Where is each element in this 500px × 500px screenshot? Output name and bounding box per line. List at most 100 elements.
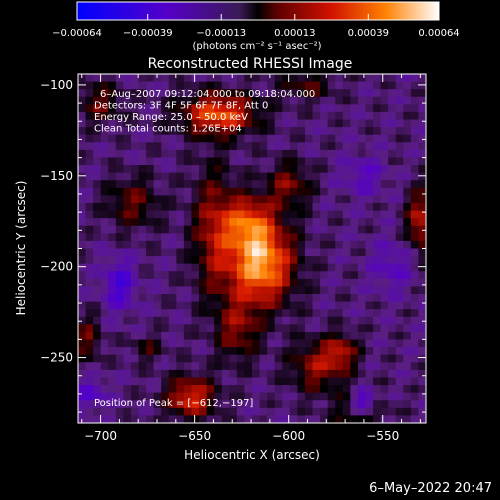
- heatmap-cell: [259, 377, 268, 386]
- heatmap-cell: [312, 165, 321, 174]
- heatmap-cell: [191, 127, 200, 136]
- heatmap-cell: [365, 142, 374, 151]
- heatmap-cell: [312, 225, 321, 234]
- heatmap-cell: [161, 142, 170, 151]
- heatmap-cell: [380, 157, 389, 166]
- heatmap-cell: [282, 309, 291, 318]
- heatmap-cell: [365, 271, 374, 280]
- colorbar-tick-label: −0.00039: [123, 28, 173, 39]
- heatmap-cell: [327, 119, 336, 128]
- heatmap-cell: [115, 218, 124, 227]
- heatmap-cell: [320, 369, 329, 379]
- heatmap-cell: [274, 407, 283, 417]
- heatmap-cell: [297, 286, 306, 295]
- heatmap-cell: [410, 354, 420, 363]
- heatmap-cell: [297, 248, 306, 257]
- heatmap-cell: [138, 271, 147, 280]
- heatmap-cell: [78, 377, 87, 386]
- heatmap-cell: [78, 294, 87, 303]
- heatmap-cell: [252, 165, 261, 174]
- heatmap-cell: [78, 172, 87, 181]
- heatmap-cell: [78, 392, 87, 401]
- heatmap-cell: [199, 104, 208, 113]
- heatmap-cell: [100, 263, 109, 272]
- heatmap-cell: [403, 74, 412, 83]
- heatmap-cell: [100, 81, 109, 90]
- heatmap-cell: [214, 81, 223, 90]
- heatmap-cell: [304, 271, 314, 280]
- heatmap-cell: [168, 149, 177, 159]
- x-tick-label: −600: [272, 429, 305, 443]
- heatmap-cell: [373, 415, 382, 423]
- heatmap-cell: [357, 248, 367, 257]
- heatmap-cell: [289, 195, 298, 204]
- heatmap-cell: [236, 400, 246, 409]
- heatmap-cell: [342, 286, 351, 295]
- heatmap-cell: [410, 331, 420, 341]
- heatmap-cell: [161, 278, 170, 288]
- heatmap-cell: [153, 81, 162, 90]
- heatmap-cell: [168, 407, 177, 417]
- heatmap-cell: [403, 362, 412, 371]
- heatmap-cell: [85, 301, 94, 310]
- heatmap-cell: [146, 74, 155, 83]
- heatmap-cell: [320, 339, 329, 348]
- heatmap-cell: [403, 316, 412, 325]
- heatmap-cell: [138, 165, 147, 174]
- heatmap-cell: [183, 233, 193, 242]
- heatmap-cell: [78, 218, 87, 227]
- heatmap-cell: [115, 278, 124, 288]
- heatmap-cell: [380, 89, 389, 98]
- heatmap-cell: [108, 134, 117, 143]
- heatmap-cell: [267, 248, 276, 257]
- heatmap-cell: [85, 248, 94, 257]
- heatmap-cell: [297, 218, 306, 227]
- heatmap-cell: [130, 301, 140, 310]
- heatmap-cell: [267, 134, 276, 143]
- heatmap-cell: [357, 111, 367, 121]
- heatmap-cell: [85, 278, 94, 288]
- heatmap-cell: [350, 377, 359, 386]
- heatmap-cell: [259, 142, 268, 151]
- heatmap-cell: [388, 271, 397, 280]
- heatmap-cell: [115, 187, 124, 196]
- heatmap-cell: [236, 149, 246, 159]
- heatmap-cell: [183, 119, 193, 128]
- heatmap-cell: [176, 286, 185, 295]
- heatmap-cell: [229, 309, 238, 318]
- heatmap-cell: [229, 157, 238, 166]
- heatmap-cell: [274, 225, 283, 234]
- heatmap-cell: [304, 218, 314, 227]
- heatmap-cell: [259, 225, 268, 234]
- heatmap-cell: [297, 233, 306, 242]
- heatmap-cell: [357, 96, 367, 105]
- heatmap-cell: [395, 392, 404, 401]
- heatmap-cell: [100, 385, 109, 394]
- heatmap-cell: [335, 165, 344, 174]
- heatmap-cell: [259, 294, 268, 303]
- heatmap-cell: [191, 301, 200, 310]
- heatmap-cell: [176, 392, 185, 401]
- heatmap-cell: [380, 392, 389, 401]
- heatmap-cell: [357, 89, 367, 98]
- heatmap-cell: [418, 96, 426, 105]
- heatmap-cell: [282, 104, 291, 113]
- heatmap-cell: [274, 309, 283, 318]
- heatmap-cell: [410, 415, 420, 423]
- heatmap-cell: [191, 195, 200, 204]
- heatmap-cell: [100, 111, 109, 121]
- heatmap-cell: [161, 248, 170, 257]
- heatmap-cell: [236, 180, 246, 189]
- heatmap-cell: [100, 294, 109, 303]
- heatmap-cell: [395, 400, 404, 409]
- heatmap-cell: [380, 240, 389, 250]
- heatmap-cell: [312, 195, 321, 204]
- heatmap-cell: [388, 225, 397, 234]
- heatmap-cell: [342, 278, 351, 288]
- heatmap-cell: [236, 369, 246, 379]
- heatmap-cell: [199, 331, 208, 341]
- heatmap-cell: [297, 157, 306, 166]
- heatmap-cell: [161, 256, 170, 265]
- heatmap-cell: [206, 377, 215, 386]
- heatmap-cell: [418, 187, 426, 196]
